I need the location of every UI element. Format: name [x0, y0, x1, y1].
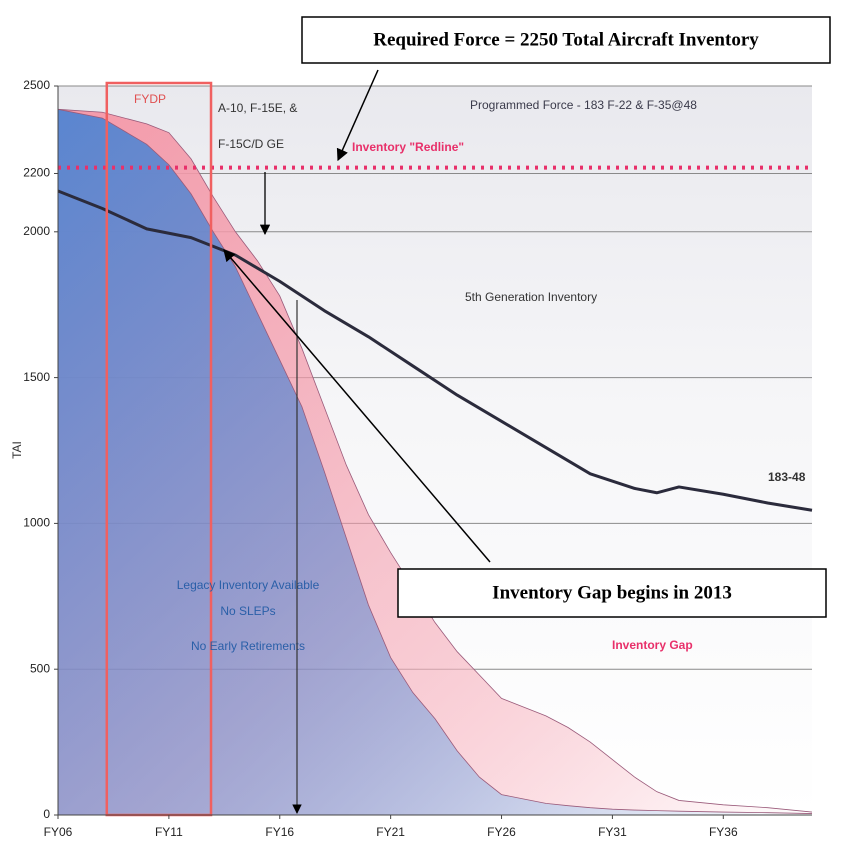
x-tick-label: FY26 [487, 825, 516, 839]
callout-box [301, 16, 831, 64]
area-fill [58, 109, 812, 815]
annotation: F-15C/D GE [218, 137, 284, 151]
x-tick-label: FY06 [44, 825, 73, 839]
annotation: Inventory "Redline" [352, 140, 464, 154]
y-tick-label: 0 [43, 807, 50, 821]
y-tick-label: 1500 [23, 370, 50, 384]
callout-text: Required Force = 2250 Total Aircraft Inv… [373, 29, 759, 50]
annotation: 183-48 [768, 470, 806, 484]
arrow [336, 69, 379, 162]
y-tick-label: 2200 [23, 166, 50, 180]
callout-box [397, 568, 827, 618]
x-tick-label: FY21 [376, 825, 405, 839]
callout-text: Inventory Gap begins in 2013 [492, 582, 732, 603]
arrow [223, 249, 491, 563]
y-tick-label: 2000 [23, 224, 50, 238]
x-tick-label: FY16 [265, 825, 294, 839]
area-outline [57, 108, 813, 814]
annotation: No SLEPs [220, 604, 275, 618]
annotation: Inventory Gap [612, 638, 693, 652]
annotation: Programmed Force - 183 F-22 & F-35@48 [470, 98, 697, 112]
x-tick-label: FY11 [155, 825, 183, 839]
x-tick-label: FY31 [598, 825, 627, 839]
x-tick-label: FY36 [709, 825, 738, 839]
annotation: No Early Retirements [191, 639, 305, 653]
y-tick-label: 500 [30, 661, 50, 675]
annotation: A-10, F-15E, & [218, 101, 297, 115]
fydp-label: FYDP [134, 92, 166, 106]
y-tick-label: 1000 [23, 516, 50, 530]
annotation: 5th Generation Inventory [465, 290, 597, 304]
y-tick-label: 2500 [23, 78, 50, 92]
annotation: Legacy Inventory Available [177, 578, 320, 592]
line [57, 189, 813, 512]
y-axis-label: TAI [10, 441, 24, 459]
